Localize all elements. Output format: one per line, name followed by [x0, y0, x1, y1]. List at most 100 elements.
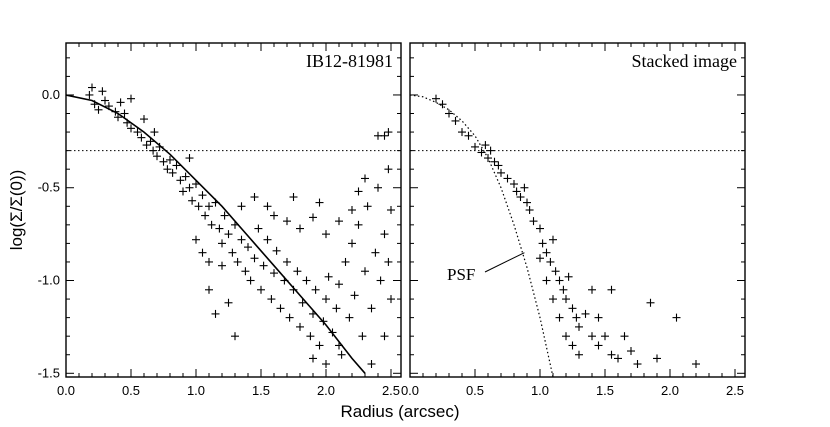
data-point — [149, 146, 158, 155]
data-point — [348, 206, 356, 214]
data-point — [250, 254, 259, 263]
data-point — [228, 248, 237, 257]
data-point — [588, 332, 596, 341]
data-point — [205, 202, 213, 211]
data-point — [542, 276, 551, 285]
data-point — [88, 83, 96, 92]
y-axis-title: log(Σ/Σ(0)) — [7, 170, 26, 251]
plot-frame — [409, 42, 746, 378]
data-point — [536, 254, 544, 263]
data-point — [257, 285, 265, 294]
data-point — [341, 257, 350, 266]
data-point — [101, 96, 109, 105]
data-point — [335, 341, 343, 350]
data-point — [588, 285, 596, 294]
data-point — [575, 350, 583, 359]
data-point — [116, 98, 125, 107]
data-point — [562, 332, 570, 341]
data-point — [231, 220, 239, 229]
data-point — [127, 124, 135, 133]
data-point — [309, 354, 317, 363]
data-point — [380, 230, 389, 239]
data-point — [142, 141, 151, 150]
data-point — [94, 105, 103, 114]
data-point — [692, 360, 700, 369]
data-point — [363, 202, 372, 211]
data-point — [672, 313, 681, 322]
data-point — [384, 165, 393, 174]
data-point — [523, 198, 531, 207]
data-point — [494, 161, 503, 170]
data-point — [367, 304, 376, 313]
data-point — [384, 128, 393, 137]
x-tick-label: 0.5 — [466, 383, 484, 398]
data-point — [231, 332, 239, 341]
fit-curve — [66, 94, 366, 374]
data-point — [306, 332, 315, 341]
data-point — [285, 313, 294, 322]
data-point — [516, 193, 525, 202]
data-point — [559, 285, 568, 294]
y-tick-label: 0.0 — [42, 87, 60, 102]
x-tick-label: 2.5 — [382, 383, 400, 398]
psf-curve — [410, 94, 554, 377]
data-point — [503, 174, 512, 183]
data-point — [497, 168, 505, 177]
data-point — [166, 155, 174, 164]
data-point — [172, 161, 181, 170]
x-tick-label: 0.0 — [57, 383, 75, 398]
data-point — [575, 322, 583, 331]
data-point — [529, 217, 538, 226]
data-point — [512, 187, 521, 196]
data-point — [127, 94, 135, 103]
x-tick-label: 1.5 — [596, 383, 614, 398]
data-point — [322, 360, 330, 369]
y-axis-title-group: log(Σ/Σ(0)) — [7, 170, 26, 251]
data-point — [168, 168, 177, 177]
data-point — [181, 172, 190, 181]
data-point — [607, 350, 616, 359]
data-point — [302, 276, 311, 285]
y-tick-label: -0.5 — [38, 180, 60, 195]
data-point — [525, 206, 534, 214]
data-point — [324, 272, 333, 281]
x-tick-label: 0.5 — [122, 383, 140, 398]
data-point — [335, 217, 343, 226]
data-point — [536, 224, 544, 233]
data-point — [283, 257, 291, 266]
data-point — [185, 154, 194, 163]
data-point — [205, 257, 213, 266]
data-point — [486, 146, 495, 155]
data-point — [111, 107, 120, 116]
data-point — [215, 224, 224, 233]
data-point — [549, 295, 557, 304]
data-point — [176, 176, 185, 185]
data-point — [283, 217, 291, 226]
data-point — [562, 295, 570, 304]
data-point — [315, 198, 324, 207]
data-point — [90, 100, 99, 109]
data-point — [549, 235, 557, 244]
data-point — [581, 309, 590, 318]
data-point — [296, 224, 304, 233]
data-point — [337, 350, 346, 359]
data-point — [594, 341, 603, 350]
data-point — [192, 180, 200, 189]
data-point — [335, 280, 343, 289]
x-tick-label: 2.5 — [726, 383, 744, 398]
data-point — [380, 131, 389, 140]
data-point — [254, 224, 263, 233]
data-point — [350, 291, 359, 300]
data-point — [354, 220, 363, 229]
data-point — [114, 113, 122, 122]
data-point — [201, 211, 210, 220]
data-point — [374, 183, 382, 192]
data-point — [224, 298, 233, 307]
data-point — [358, 332, 367, 341]
panel-left: 0.0 0.5 1.0 1.5 2.0 2.5 0.0 -0.5 -1.0 -1.5 IB12-81… — [38, 42, 402, 398]
plot-area — [66, 83, 395, 374]
data-point — [361, 267, 369, 276]
data-point — [458, 128, 466, 137]
data-point — [153, 152, 161, 161]
data-point — [520, 183, 529, 192]
